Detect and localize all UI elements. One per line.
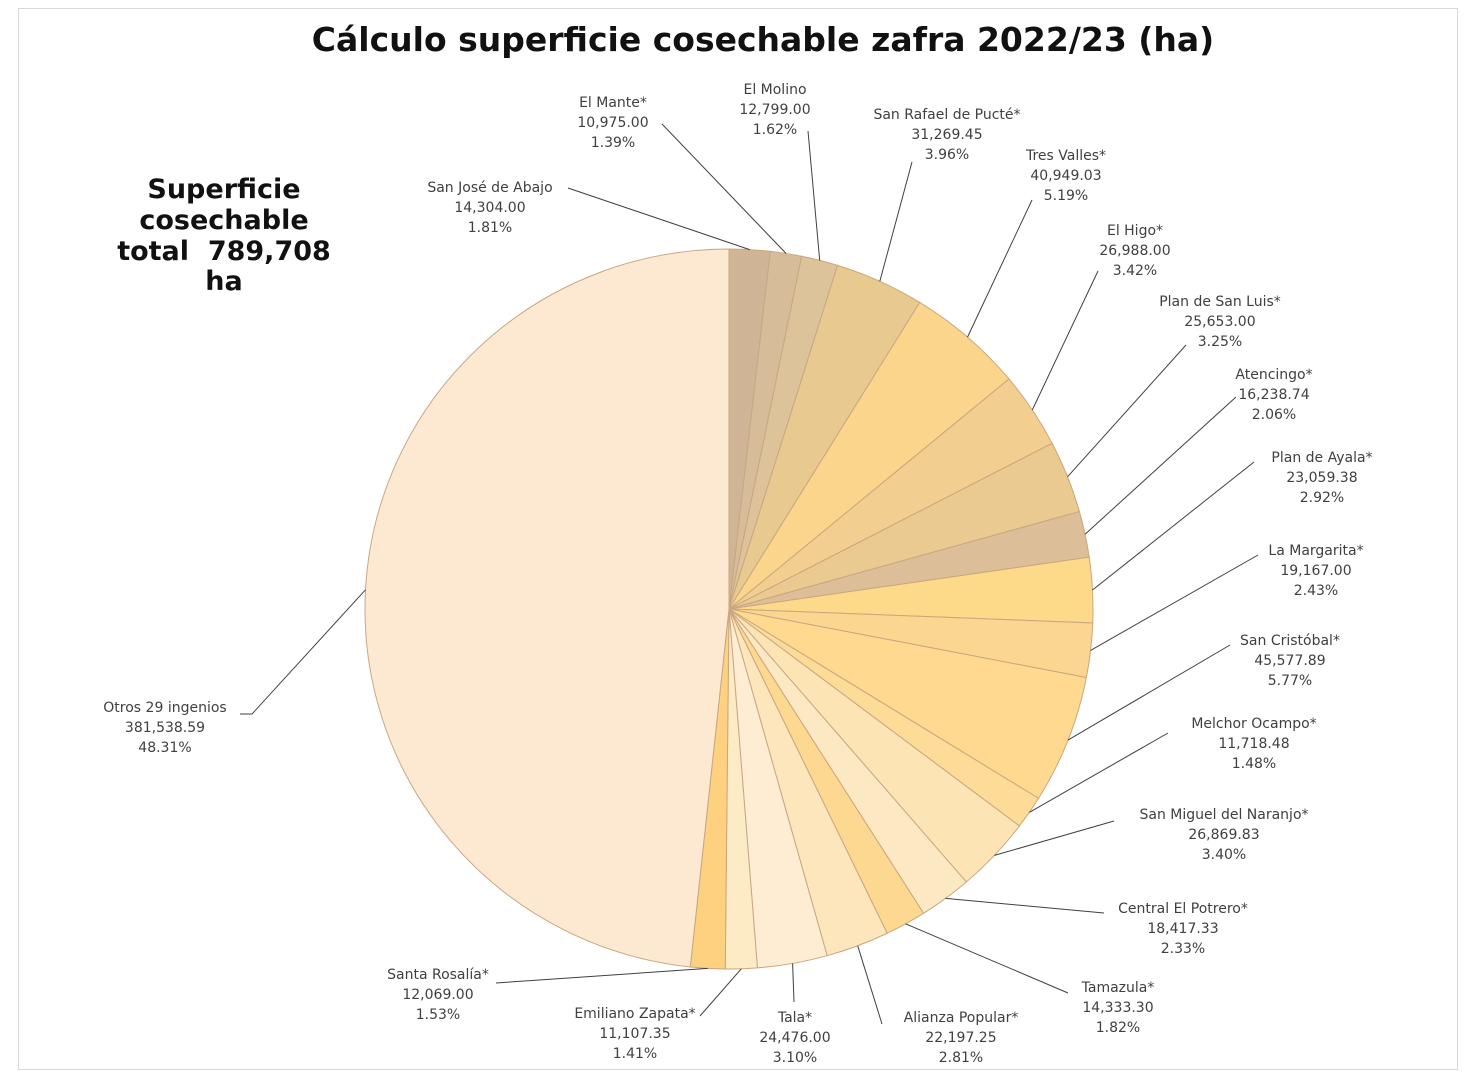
leader-line-3 [807,130,821,261]
slice-pct-11: 5.77% [1268,673,1312,689]
leader-line-9 [1092,461,1255,591]
slice-label-15: Tamazula* [1081,980,1155,996]
slice-label-13: San Miguel del Naranjo* [1139,807,1308,823]
slice-pct-13: 3.40% [1202,847,1246,863]
slice-pct-4: 3.96% [925,147,969,163]
leader-line-15 [905,923,1069,994]
slice-pct-1: 1.81% [468,220,512,236]
slice-pct-14: 2.33% [1161,941,1205,957]
leader-line-2 [661,123,787,254]
leader-line-14 [945,897,1105,914]
slice-label-19: Santa Rosalía* [387,967,489,983]
leader-line-11 [1067,644,1231,741]
slice-label-12: Melchor Ocampo* [1191,716,1316,732]
slice-pct-8: 2.06% [1252,407,1296,423]
total-annotation-line-3: total 789,708 [117,236,331,267]
chart-title: Cálculo superficie cosechable zafra 2022… [311,20,1215,59]
pie-slices [364,248,1094,970]
leader-line-17 [792,963,795,1003]
pie-slice-11 [728,608,1087,800]
leader-line-6 [1031,270,1099,411]
slice-pct-18: 1.41% [613,1046,657,1062]
total-annotation-line-4: ha [205,266,243,297]
slice-label-3: El Molino [743,82,806,98]
slice-value-3: 12,799.00 [739,102,810,118]
slice-value-18: 11,107.35 [599,1026,670,1042]
slice-label-9: Plan de Ayala* [1271,450,1372,466]
slice-pct-12: 1.48% [1232,756,1276,772]
slice-value-11: 45,577.89 [1254,653,1325,669]
slice-value-16: 22,197.25 [925,1030,996,1046]
slice-label-14: Central El Potrero* [1118,901,1248,917]
slice-value-15: 14,333.30 [1082,1000,1153,1016]
slice-pct-3: 1.62% [753,122,797,138]
pie-slice-20 [364,248,730,968]
leader-line-1 [567,187,750,251]
slice-pct-7: 3.25% [1198,334,1242,350]
slice-pct-20: 48.31% [138,740,191,756]
slice-pct-10: 2.43% [1294,583,1338,599]
slice-label-10: La Margarita* [1268,543,1363,559]
slice-label-7: Plan de San Luis* [1159,294,1281,310]
leader-line-16 [857,945,883,1025]
slice-pct-9: 2.92% [1300,490,1344,506]
slice-pct-15: 1.82% [1096,1020,1140,1036]
leader-line-4 [879,161,913,282]
slice-pct-19: 1.53% [416,1007,460,1023]
leader-line-10 [1090,554,1259,651]
slice-label-18: Emiliano Zapata* [574,1006,695,1022]
leader-line-8 [1084,396,1237,535]
leader-line-18 [699,968,742,1017]
leader-line-20 [240,589,366,715]
slice-value-19: 12,069.00 [402,987,473,1003]
slice-label-20: Otros 29 ingenios [103,700,226,716]
leader-line-5 [967,199,1033,338]
slice-label-8: Atencingo* [1235,367,1312,383]
leader-line-13 [994,820,1115,856]
total-annotation-line-2: cosechable [139,205,309,236]
slice-value-9: 23,059.38 [1286,470,1357,486]
slice-label-11: San Cristóbal* [1240,633,1340,649]
slice-pct-6: 3.42% [1113,263,1157,279]
total-annotation: Superficie cosechable total 789,708 ha [100,174,348,297]
slice-value-10: 19,167.00 [1280,563,1351,579]
slice-value-12: 11,718.48 [1218,736,1289,752]
slice-pct-2: 1.39% [591,135,635,151]
slice-value-2: 10,975.00 [577,115,648,131]
slice-value-20: 381,538.59 [125,720,205,736]
slice-value-7: 25,653.00 [1184,314,1255,330]
slice-value-5: 40,949.03 [1030,168,1101,184]
slice-value-17: 24,476.00 [759,1030,830,1046]
leader-line-7 [1067,344,1187,478]
slice-label-17: Tala* [777,1010,812,1026]
slice-label-2: El Mante* [579,95,647,111]
slice-value-6: 26,988.00 [1099,243,1170,259]
total-annotation-line-1: Superficie [147,174,301,205]
leader-line-12 [1029,732,1169,813]
slice-value-8: 16,238.74 [1238,387,1309,403]
slice-value-13: 26,869.83 [1188,827,1259,843]
leader-line-19 [495,967,708,984]
slice-pct-16: 2.81% [939,1050,983,1066]
slice-label-1: San José de Abajo [427,180,552,196]
slice-value-4: 31,269.45 [911,127,982,143]
slice-label-4: San Rafael de Pucté* [873,107,1020,123]
slice-value-1: 14,304.00 [454,200,525,216]
slice-label-6: El Higo* [1107,223,1163,239]
pie-labels: San José de Abajo 14,304.00 1.81% El Mante*… [103,82,1372,1066]
slice-pct-17: 3.10% [773,1050,817,1066]
slice-pct-5: 5.19% [1044,188,1088,204]
slice-label-5: Tres Valles* [1025,148,1106,164]
slice-value-14: 18,417.33 [1147,921,1218,937]
chart-frame [18,8,1458,1070]
slice-label-16: Alianza Popular* [904,1010,1019,1026]
